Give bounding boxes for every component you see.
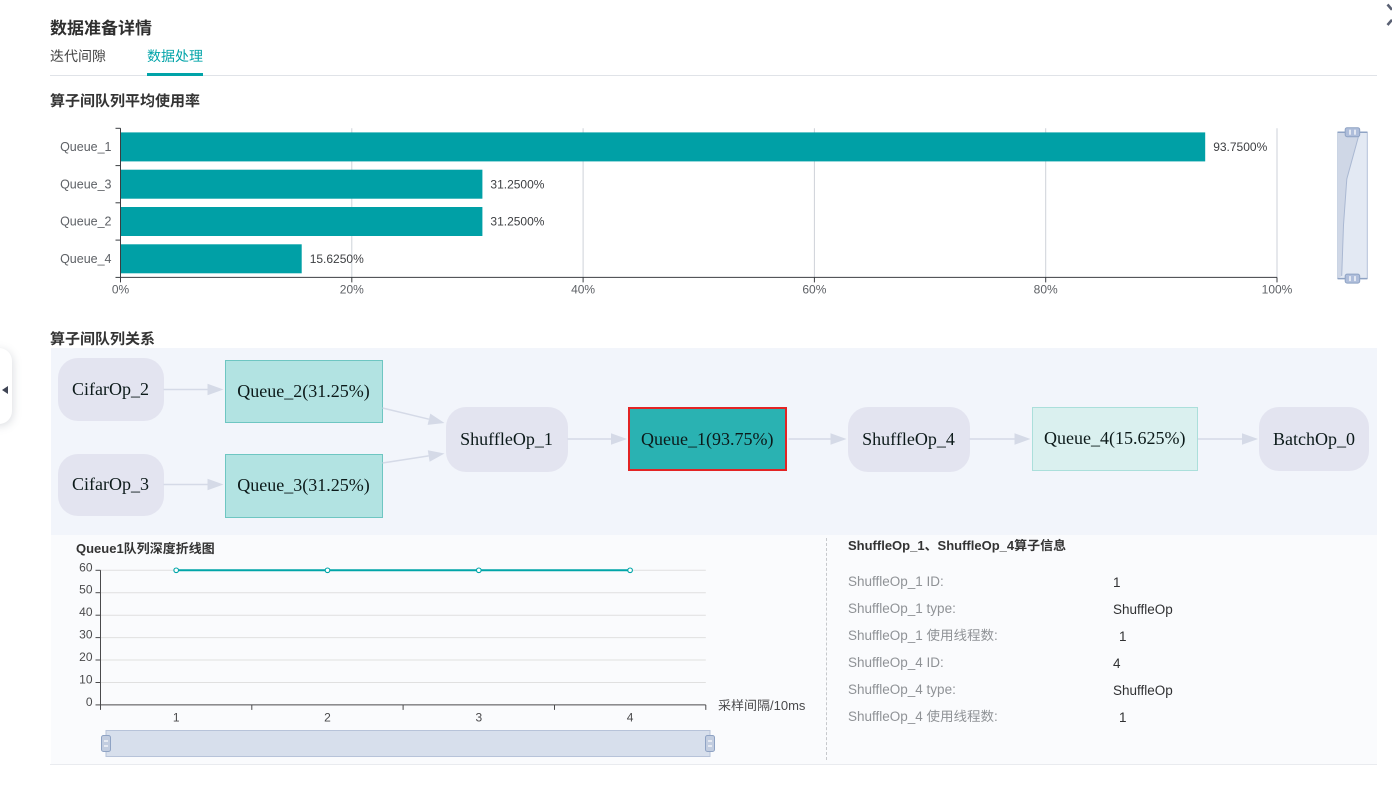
svg-text:10: 10 [79, 673, 93, 687]
svg-text:60: 60 [79, 560, 93, 574]
svg-text:ShuffleOp_1: ShuffleOp_1 [848, 628, 923, 643]
svg-text:/10ms: /10ms [770, 698, 806, 713]
svg-text:ShuffleOp_4: ShuffleOp_4 [937, 538, 1014, 553]
svg-text:40: 40 [79, 605, 93, 619]
svg-text:93.7500%: 93.7500% [1213, 140, 1267, 154]
svg-text:Queue1: Queue1 [76, 541, 124, 556]
svg-text:60%: 60% [802, 283, 826, 297]
svg-text:31.2500%: 31.2500% [490, 215, 544, 229]
svg-text::: : [994, 628, 998, 643]
svg-text:Queue_1: Queue_1 [60, 140, 111, 154]
svg-text:15.6250%: 15.6250% [310, 252, 364, 266]
svg-text:50: 50 [79, 583, 93, 597]
svg-text:80%: 80% [1034, 283, 1058, 297]
svg-text:Queue_2: Queue_2 [60, 215, 111, 229]
svg-text:100%: 100% [1262, 283, 1293, 297]
svg-text:20: 20 [79, 650, 93, 664]
svg-text:ShuffleOp_4 type:: ShuffleOp_4 type: [848, 682, 956, 697]
svg-text:0%: 0% [112, 283, 130, 297]
svg-text:Queue_4: Queue_4 [60, 252, 111, 266]
svg-text:0: 0 [86, 695, 93, 709]
svg-text:Queue_3: Queue_3 [60, 177, 111, 191]
svg-text:40%: 40% [571, 283, 595, 297]
svg-text:ShuffleOp_1 ID:: ShuffleOp_1 ID: [848, 574, 944, 589]
svg-text:3: 3 [475, 710, 482, 724]
svg-text:ShuffleOp_4: ShuffleOp_4 [848, 709, 923, 724]
svg-text:ShuffleOp_4 ID:: ShuffleOp_4 ID: [848, 655, 944, 670]
svg-text:ShuffleOp_1 type:: ShuffleOp_1 type: [848, 601, 956, 616]
svg-text:2: 2 [324, 710, 331, 724]
svg-text::: : [994, 709, 998, 724]
svg-text:30: 30 [79, 628, 93, 642]
svg-text:4: 4 [627, 710, 634, 724]
svg-text:1: 1 [173, 710, 180, 724]
svg-text:20%: 20% [340, 283, 364, 297]
svg-text:ShuffleOp_1: ShuffleOp_1 [848, 538, 925, 553]
svg-text:31.2500%: 31.2500% [490, 177, 544, 191]
